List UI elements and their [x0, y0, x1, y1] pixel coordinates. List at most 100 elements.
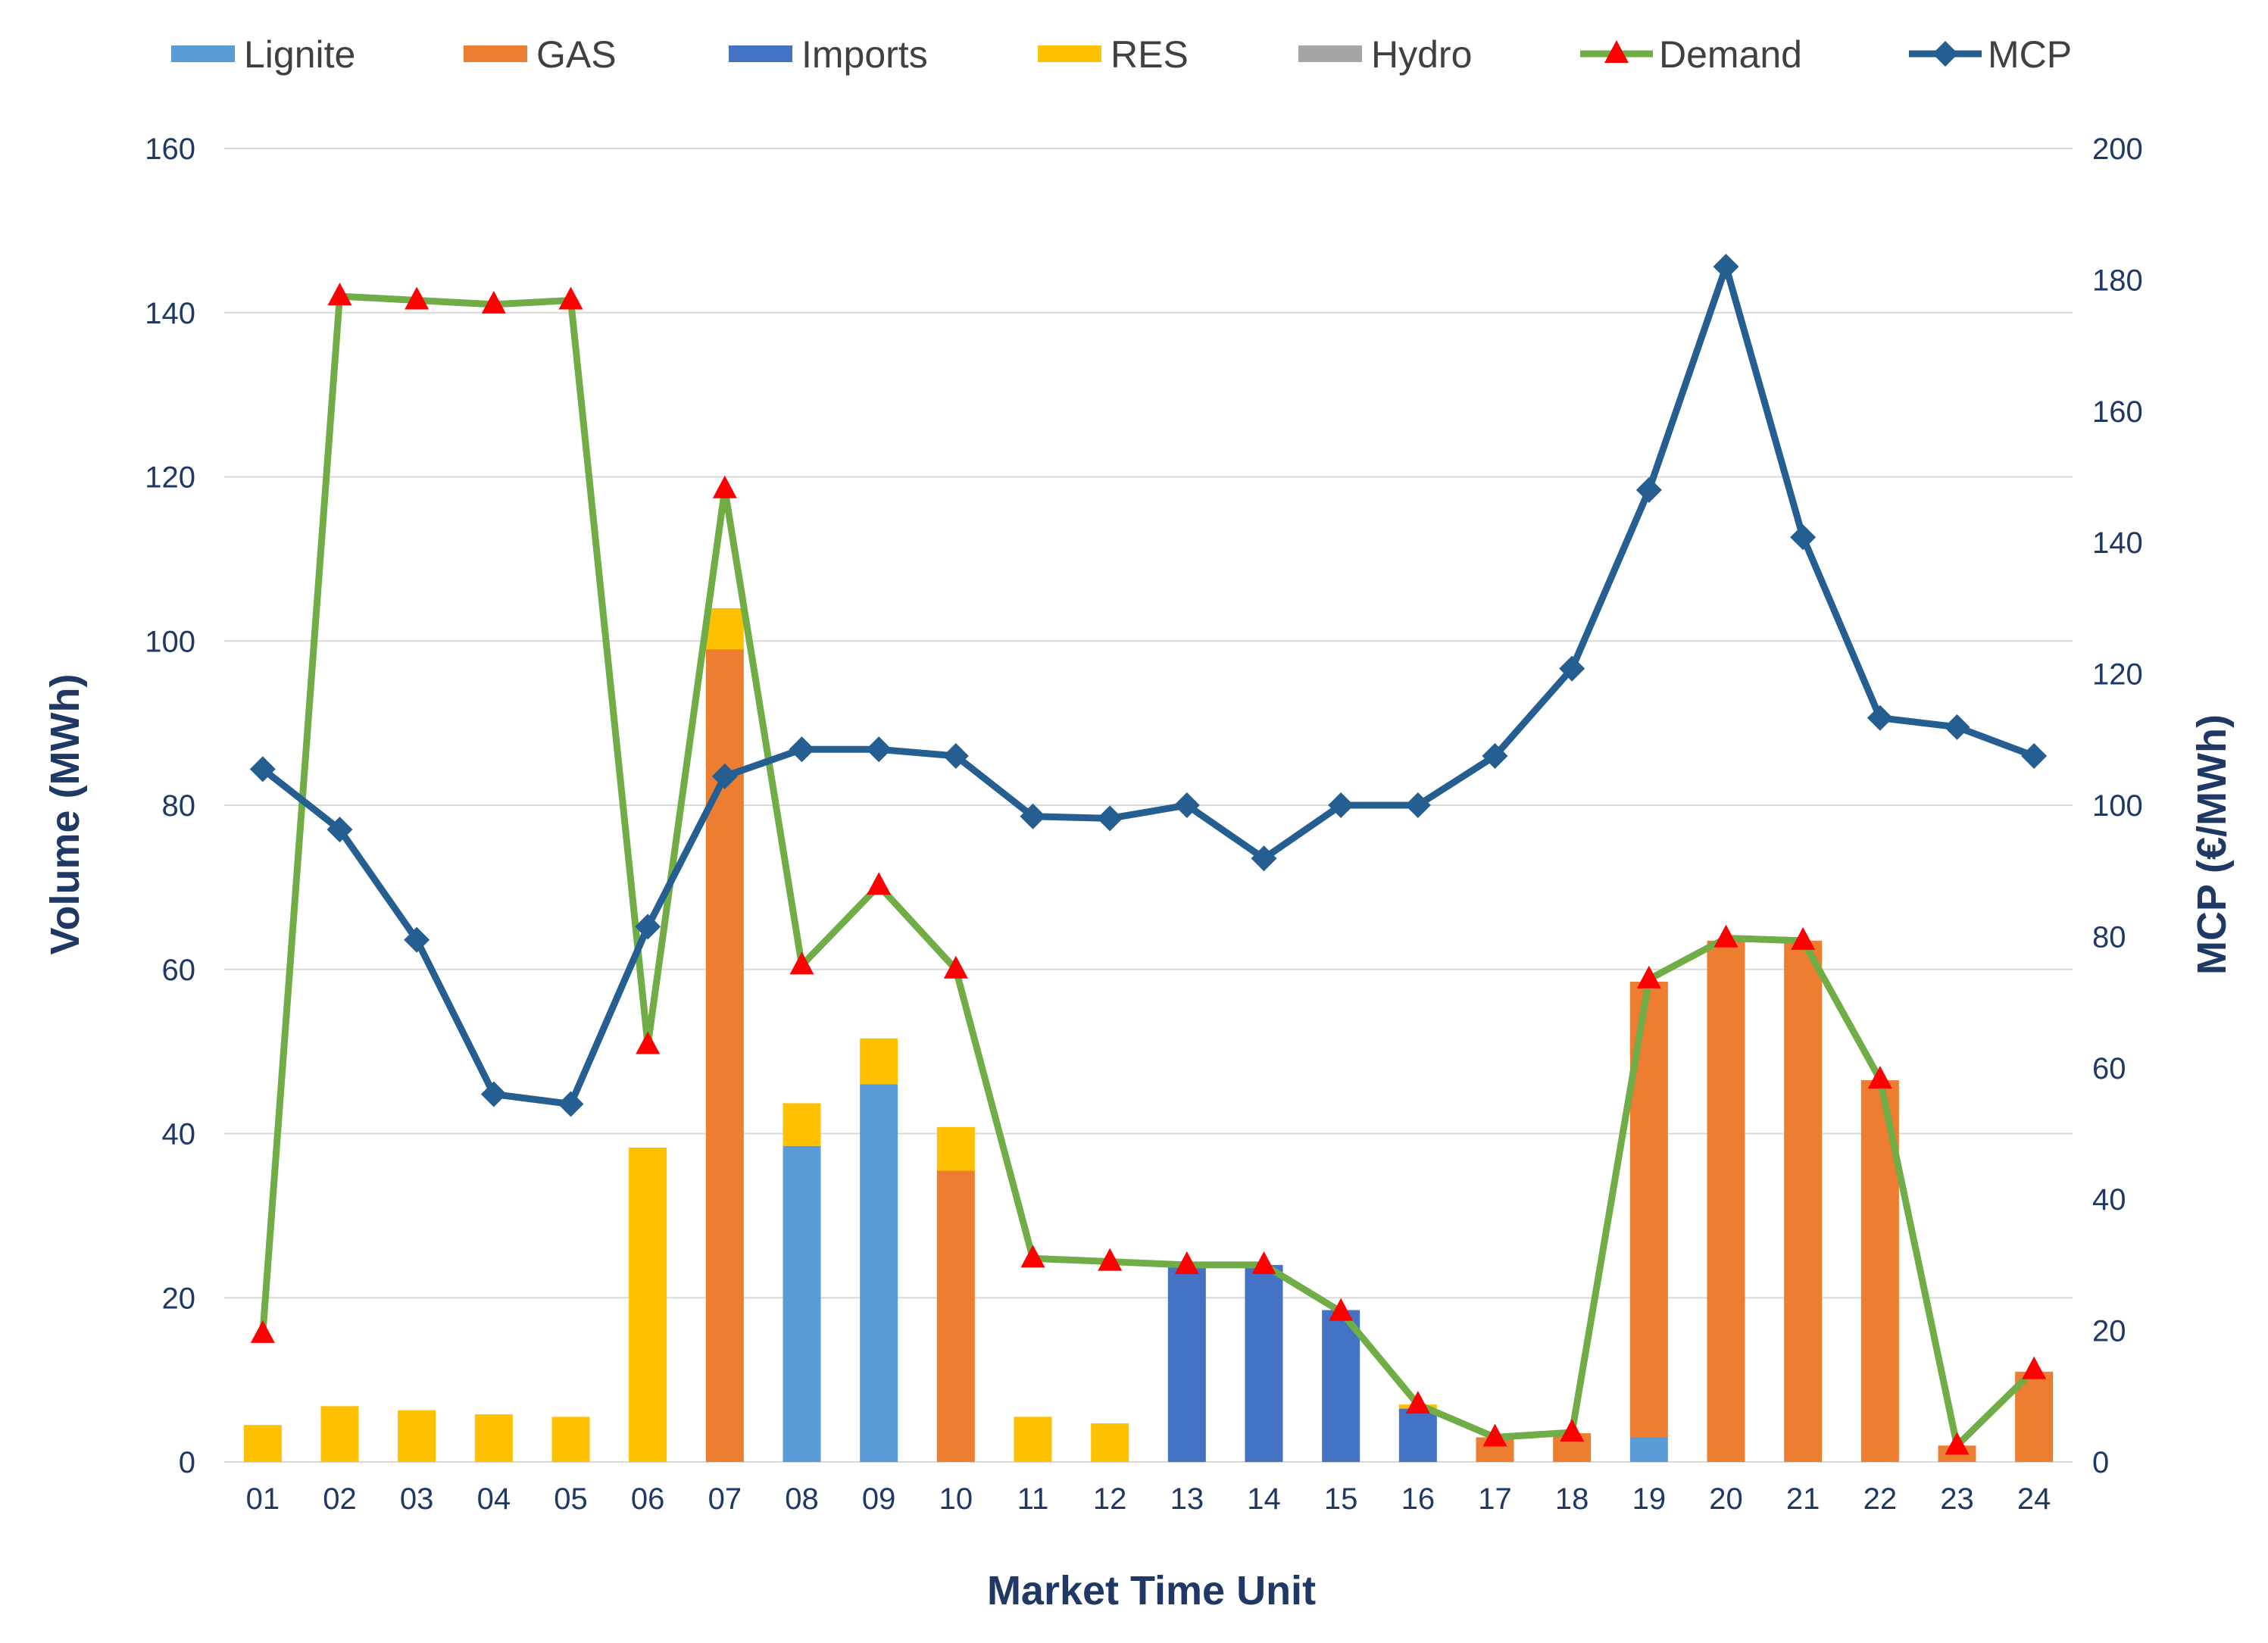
marker-mcp-23	[1944, 714, 1970, 740]
x-tick: 21	[1786, 1482, 1820, 1516]
bar-res-09	[860, 1038, 898, 1085]
marker-mcp-15	[1328, 792, 1354, 818]
marker-mcp-09	[866, 736, 892, 763]
bar-lignite-08	[783, 1145, 821, 1462]
x-axis-title: Market Time Unit	[987, 1568, 1316, 1613]
marker-mcp-22	[1867, 704, 1893, 731]
y-tick-right: 120	[2092, 658, 2143, 692]
y-tick-right: 0	[2092, 1446, 2109, 1479]
marker-demand-24	[2022, 1356, 2047, 1379]
x-tick: 20	[1709, 1482, 1743, 1516]
x-tick: 03	[400, 1482, 434, 1516]
marker-mcp-10	[942, 742, 969, 769]
bars	[243, 608, 2054, 1462]
y-tick-right: 100	[2092, 789, 2143, 823]
line-demand	[259, 292, 2037, 1449]
gridlines	[224, 148, 2073, 1463]
line-mcp	[261, 263, 2035, 1107]
bar-res-11	[1014, 1417, 1052, 1462]
marker-demand-12	[1098, 1248, 1123, 1271]
bar-res-02	[320, 1406, 359, 1462]
y-tick-left: 60	[162, 954, 196, 987]
bar-lignite-09	[860, 1084, 898, 1462]
legend-marker-demand	[1604, 40, 1629, 63]
x-tick: 09	[862, 1482, 896, 1516]
marker-mcp-12	[1097, 805, 1123, 832]
legend-label-imports: Imports	[801, 33, 928, 76]
y-axis-title-left: Volume (MWh)	[42, 674, 88, 955]
y-tick-left: 140	[145, 297, 195, 330]
marker-mcp-08	[789, 736, 815, 763]
x-tick: 16	[1401, 1482, 1435, 1516]
bar-gas-10	[936, 1170, 975, 1462]
y-tick-right: 40	[2092, 1183, 2126, 1217]
axes: 0204060801001201401600204060801001201401…	[145, 133, 2143, 1516]
marker-demand-16	[1405, 1391, 1430, 1414]
legend-marker-mcp	[1932, 41, 1958, 67]
bar-lignite-19	[1629, 1437, 1668, 1462]
x-tick: 10	[939, 1482, 973, 1516]
marker-demand-03	[405, 286, 430, 310]
y-tick-left: 0	[179, 1446, 195, 1479]
x-tick: 13	[1170, 1482, 1204, 1516]
x-tick: 05	[554, 1482, 588, 1516]
marker-demand-09	[867, 872, 892, 895]
marker-demand-20	[1713, 924, 1738, 948]
x-tick: 06	[631, 1482, 665, 1516]
marker-mcp-14	[1251, 845, 1277, 872]
bar-res-01	[243, 1425, 282, 1462]
y-axis-title-right: MCP (€/MWh)	[2189, 714, 2235, 975]
bar-imports-13	[1167, 1264, 1206, 1462]
marker-mcp-01	[249, 756, 276, 782]
marker-demand-01	[250, 1320, 275, 1343]
marker-demand-11	[1020, 1245, 1045, 1268]
marker-mcp-11	[1020, 803, 1046, 829]
marker-demand-15	[1329, 1298, 1354, 1321]
marker-demand-17	[1482, 1423, 1507, 1447]
marker-demand-21	[1791, 926, 1816, 950]
marker-mcp-24	[2021, 742, 2048, 769]
bar-gas-20	[1707, 940, 1745, 1462]
marker-demand-04	[481, 290, 506, 314]
marker-mcp-19	[1635, 476, 1662, 503]
marker-mcp-20	[1713, 254, 1739, 280]
marker-demand-07	[712, 475, 737, 498]
x-tick: 14	[1247, 1482, 1281, 1516]
x-tick: 18	[1555, 1482, 1589, 1516]
legend-label-gas: GAS	[536, 33, 617, 76]
bar-imports-14	[1245, 1264, 1283, 1462]
legend-swatch-res	[1038, 45, 1101, 62]
bar-imports-16	[1398, 1408, 1437, 1462]
series-lines	[249, 254, 2048, 1455]
x-tick: 24	[2017, 1482, 2051, 1516]
x-tick: 15	[1324, 1482, 1358, 1516]
x-tick: 01	[246, 1482, 280, 1516]
y-tick-left: 40	[162, 1118, 196, 1151]
x-tick: 19	[1632, 1482, 1667, 1516]
legend-swatch-lignite	[171, 45, 235, 62]
marker-mcp-03	[404, 926, 430, 953]
bar-res-05	[551, 1417, 590, 1462]
bar-res-08	[783, 1103, 821, 1146]
y-tick-left: 160	[145, 133, 195, 166]
marker-mcp-02	[326, 817, 353, 843]
legend-label-mcp: MCP	[1988, 33, 2072, 76]
bar-res-07	[705, 608, 744, 650]
marker-mcp-04	[480, 1081, 507, 1107]
y-tick-right: 180	[2092, 264, 2143, 297]
marker-demand-02	[327, 283, 352, 306]
marker-demand-10	[943, 955, 968, 979]
marker-demand-08	[789, 951, 814, 975]
legend-label-hydro: Hydro	[1371, 33, 1472, 76]
x-tick: 07	[708, 1482, 742, 1516]
legend-label-res: RES	[1111, 33, 1189, 76]
x-tick: 17	[1478, 1482, 1512, 1516]
bar-res-03	[398, 1410, 436, 1462]
marker-demand-23	[1945, 1432, 1970, 1455]
bar-imports-15	[1322, 1310, 1360, 1462]
y-tick-left: 80	[162, 789, 196, 823]
x-tick: 08	[785, 1482, 819, 1516]
marker-mcp-17	[1482, 742, 1508, 769]
marker-mcp-05	[558, 1091, 584, 1117]
bar-res-10	[936, 1126, 975, 1171]
